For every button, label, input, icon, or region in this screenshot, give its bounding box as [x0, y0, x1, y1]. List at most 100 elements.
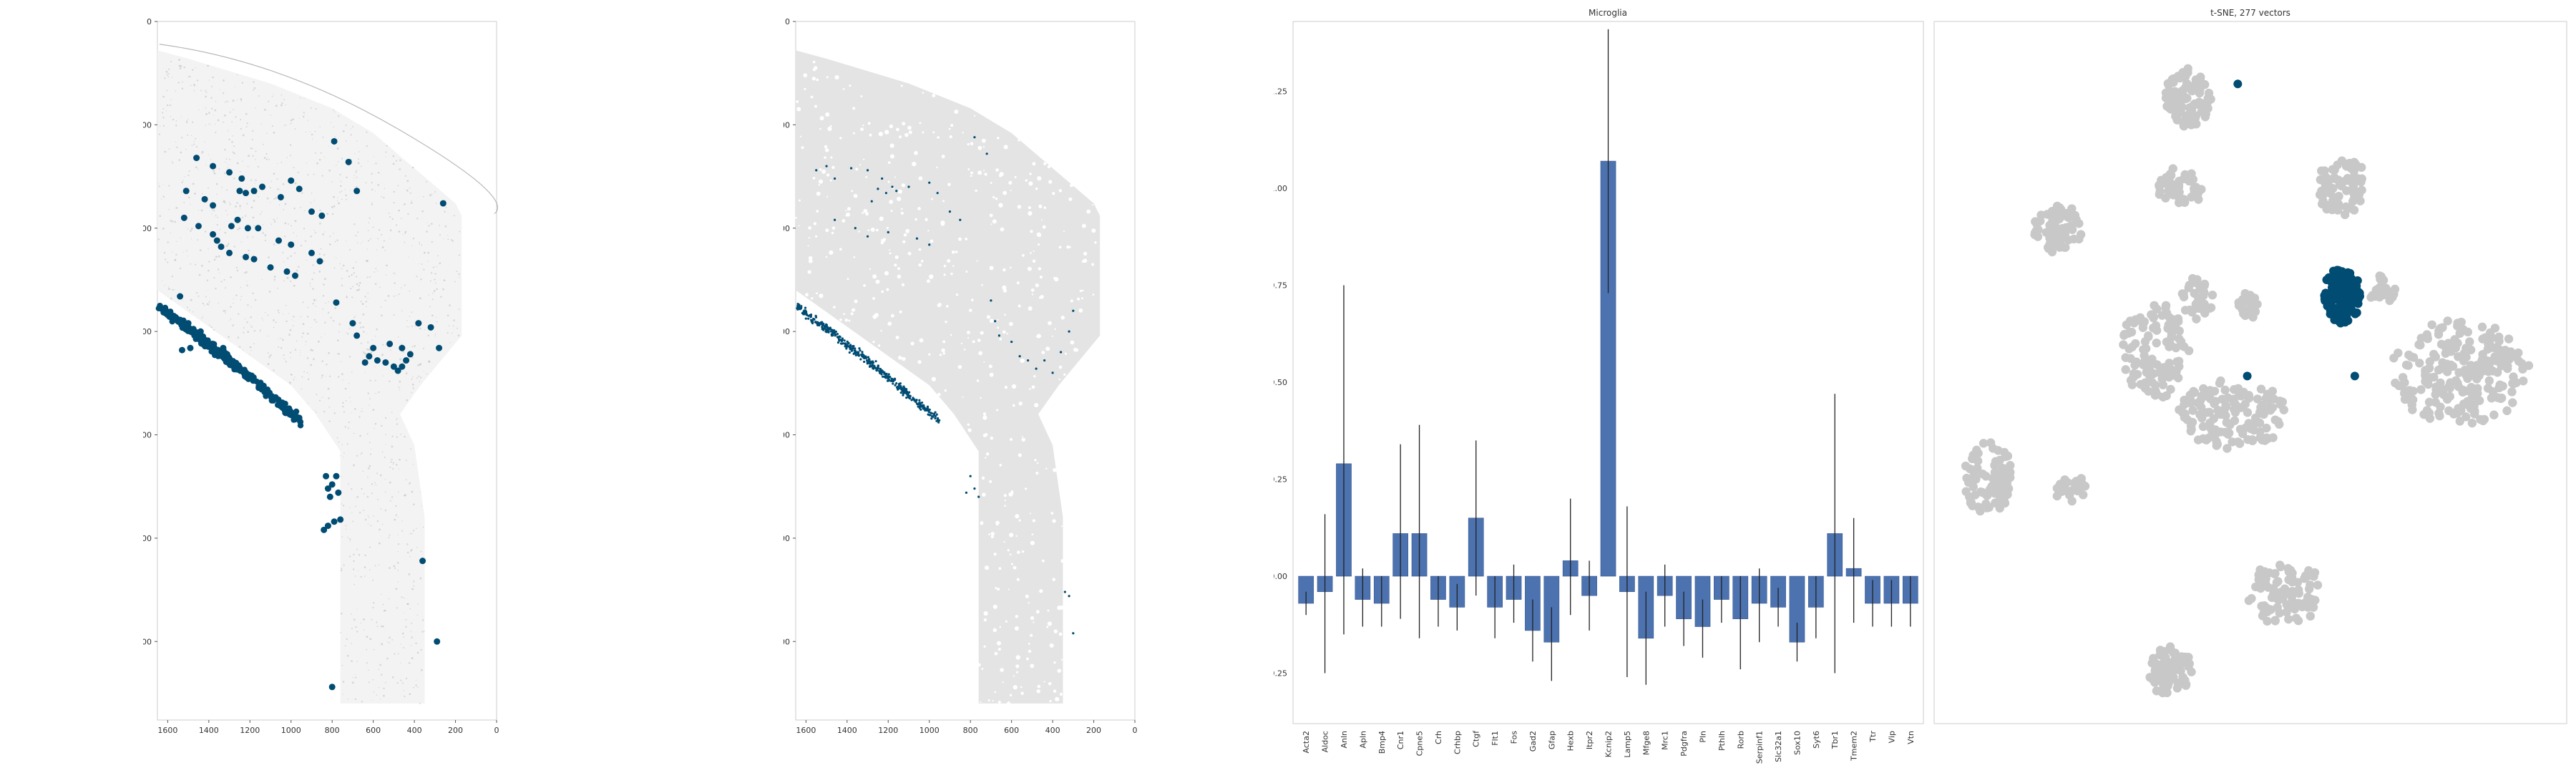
- left-tissue-speckle: [187, 134, 189, 136]
- left-tissue-speckle: [328, 397, 330, 399]
- mid-tissue-hole: [970, 142, 974, 146]
- left-tissue-speckle: [296, 235, 298, 237]
- left-tissue-speckle: [343, 412, 345, 413]
- left-tissue-speckle: [318, 253, 321, 255]
- mid-band-point: [917, 405, 919, 408]
- tsne-point: [2301, 571, 2311, 580]
- left-tissue-speckle: [393, 201, 395, 204]
- left-tissue-speckle: [175, 125, 177, 127]
- tsne-point: [2121, 365, 2130, 374]
- left-tissue-speckle: [195, 146, 198, 148]
- left-tissue-speckle: [168, 185, 170, 187]
- left-tissue-speckle: [232, 151, 234, 153]
- mid-tissue-hole: [890, 313, 894, 318]
- mid-band-point: [920, 402, 924, 404]
- tsne-selected-vectors: [2233, 79, 2365, 381]
- left-tissue-speckle: [200, 89, 202, 92]
- left-tissue-speckle: [201, 152, 203, 155]
- left-tissue-speckle: [406, 372, 408, 374]
- left-band-point: [229, 359, 236, 366]
- left-tissue-speckle: [225, 157, 228, 160]
- mid-tissue-hole: [872, 341, 875, 344]
- left-tissue-speckle: [389, 567, 391, 569]
- left-tissue-speckle: [282, 339, 284, 341]
- left-tissue-speckle: [398, 386, 400, 388]
- left-tissue-speckle: [416, 614, 419, 616]
- left-tissue-speckle: [369, 276, 371, 278]
- left-tissue-speckle: [182, 81, 184, 83]
- left-tissue-speckle: [421, 619, 424, 621]
- tsne-point: [2175, 193, 2184, 203]
- mid-microglia-point: [990, 299, 992, 302]
- left-tissue-speckle: [383, 197, 385, 199]
- tsne-selected-point: [2243, 371, 2252, 381]
- mid-tissue-hole: [899, 135, 902, 139]
- mid-tissue-hole: [1083, 258, 1088, 263]
- left-tissue-speckle: [311, 193, 313, 194]
- tsne-point: [2429, 349, 2439, 359]
- tsne-point: [2253, 394, 2263, 404]
- left-tissue-speckle: [314, 231, 317, 233]
- mid-band-point: [859, 349, 862, 352]
- mid-band-point: [845, 347, 848, 350]
- left-tissue-speckle: [213, 329, 215, 331]
- mid-tissue-hole: [929, 274, 934, 279]
- tsne-point: [2145, 371, 2155, 380]
- tsne-point: [2228, 437, 2237, 447]
- left-tissue-speckle: [353, 618, 356, 621]
- tsne-point: [2303, 592, 2313, 602]
- left-microglia-point: [201, 336, 208, 344]
- left-tissue-speckle: [215, 288, 217, 290]
- left-tissue-speckle: [166, 74, 168, 77]
- tsne-point: [2170, 658, 2180, 667]
- left-tissue-speckle: [186, 250, 187, 252]
- tsne-point: [2180, 409, 2190, 419]
- mid-microglia-point: [884, 192, 887, 195]
- left-tissue-speckle: [394, 567, 396, 569]
- left-tissue-speckle: [204, 230, 207, 233]
- tsne-point: [2477, 322, 2487, 332]
- mid-tissue-hole: [1036, 334, 1041, 339]
- left-tissue-speckle: [248, 155, 250, 157]
- left-tissue-speckle: [360, 410, 362, 412]
- left-tissue-speckle: [288, 223, 289, 225]
- mid-tissue-hole: [988, 533, 990, 536]
- left-tissue-speckle: [410, 202, 413, 204]
- mid-tissue-hole: [960, 342, 963, 345]
- left-tissue-speckle: [210, 97, 213, 99]
- left-tissue-speckle: [252, 155, 254, 157]
- tsne-point: [2330, 194, 2340, 203]
- left-tissue-speckle: [369, 379, 371, 381]
- tsne-point: [2346, 160, 2356, 169]
- left-tissue-speckle: [384, 299, 386, 302]
- tsne-point: [2427, 320, 2436, 329]
- tsne-point: [2163, 660, 2173, 669]
- mid-tissue-hole: [967, 142, 970, 146]
- mid-tissue-hole: [918, 248, 922, 251]
- left-tissue-speckle: [364, 575, 366, 577]
- left-tissue-speckle: [384, 417, 387, 419]
- left-tissue-speckle: [348, 483, 349, 485]
- left-tissue-speckle: [375, 162, 377, 165]
- left-tissue-speckle: [411, 378, 413, 380]
- left-tissue-speckle: [236, 162, 239, 165]
- left-tissue-speckle: [389, 534, 391, 536]
- tsne-point: [2423, 334, 2432, 344]
- left-tissue-image: [157, 44, 498, 704]
- left-tissue-speckle: [356, 661, 358, 663]
- mid-band-point: [903, 391, 907, 394]
- mid-tissue-hole: [989, 266, 994, 271]
- left-tissue-speckle: [424, 329, 426, 331]
- mid-x-tick-label: 400: [1045, 726, 1060, 735]
- mid-tissue-hole: [1030, 663, 1035, 669]
- mid-tissue-hole: [1091, 228, 1096, 233]
- mid-tissue-hole: [1031, 533, 1034, 536]
- left-tissue-speckle: [409, 482, 411, 484]
- left-tissue-speckle: [197, 295, 200, 297]
- left-tissue-speckle: [213, 277, 215, 279]
- tsne-point: [2349, 205, 2359, 215]
- left-microglia-point: [308, 208, 315, 215]
- left-tissue-speckle: [411, 166, 414, 169]
- left-tissue-speckle: [268, 291, 271, 293]
- mid-band-point: [887, 375, 890, 378]
